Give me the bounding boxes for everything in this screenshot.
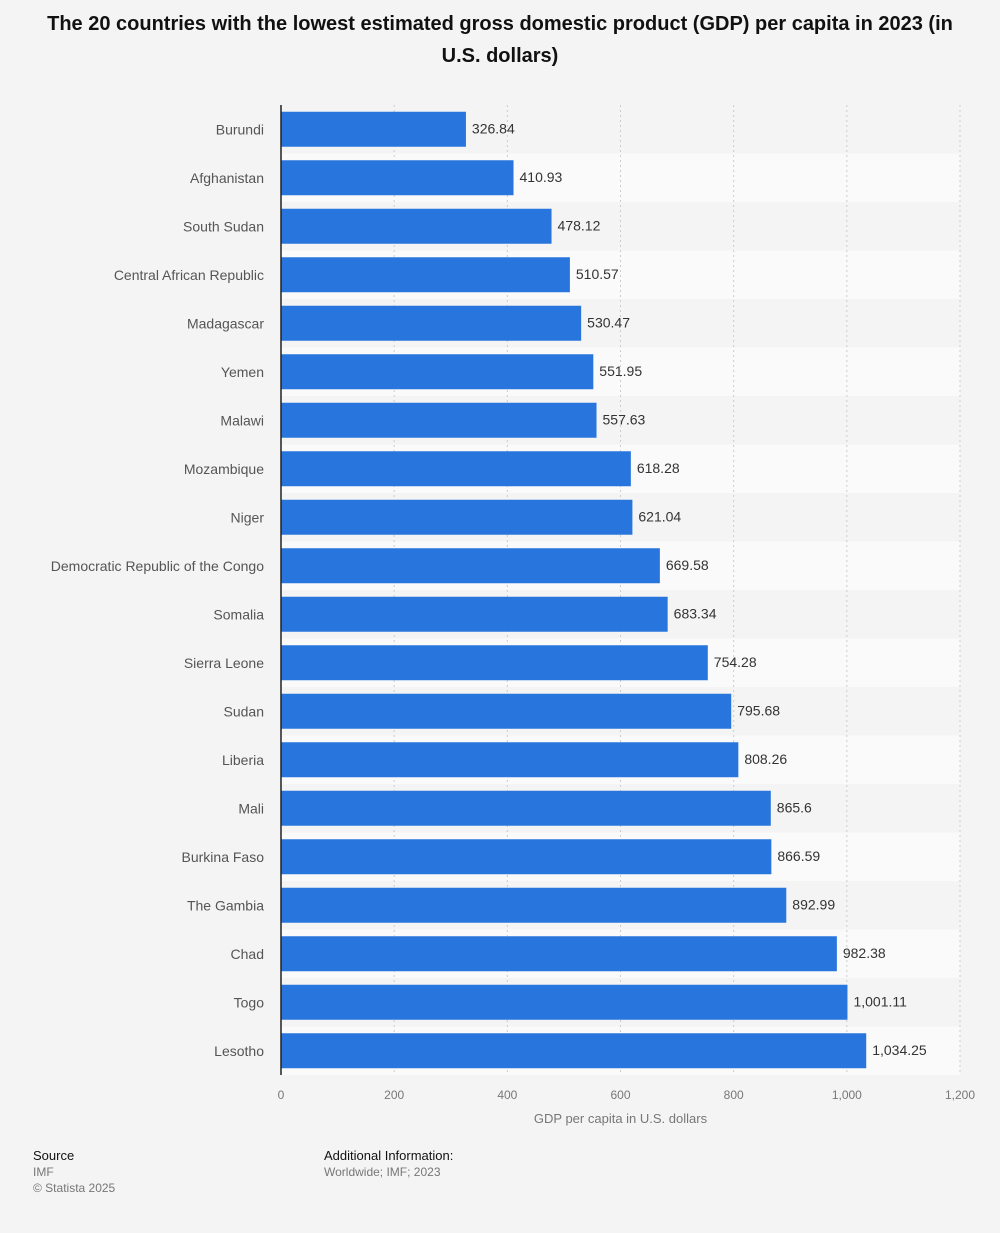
- category-label: Togo: [234, 994, 265, 1010]
- additional-info-text: Worldwide; IMF; 2023: [324, 1165, 441, 1179]
- value-label: 530.47: [587, 314, 630, 330]
- category-label: Chad: [231, 946, 264, 962]
- value-label: 669.58: [666, 557, 709, 573]
- value-label: 557.63: [603, 411, 646, 427]
- category-label: Sierra Leone: [184, 655, 264, 671]
- value-label: 795.68: [737, 702, 780, 718]
- bar: [281, 887, 787, 923]
- chart-title: The 20 countries with the lowest estimat…: [47, 13, 953, 67]
- bar: [281, 451, 631, 487]
- category-label: Liberia: [222, 752, 264, 768]
- x-tick-label: 600: [610, 1088, 630, 1102]
- category-label: Afghanistan: [190, 170, 264, 186]
- bar: [281, 160, 514, 196]
- category-label: Burundi: [216, 121, 264, 137]
- category-label: Madagascar: [187, 315, 264, 331]
- x-tick-label: 200: [384, 1088, 404, 1102]
- value-label: 618.28: [637, 460, 680, 476]
- bar: [281, 111, 466, 147]
- category-label: Somalia: [213, 606, 264, 622]
- bar: [281, 596, 668, 632]
- value-label: 326.84: [472, 120, 515, 136]
- category-label: The Gambia: [187, 897, 264, 913]
- bar: [281, 984, 848, 1020]
- category-label: Democratic Republic of the Congo: [51, 558, 264, 574]
- category-label: Burkina Faso: [182, 849, 265, 865]
- category-label: Malawi: [220, 412, 264, 428]
- source-text[interactable]: IMF: [33, 1165, 54, 1179]
- additional-info-block: Additional Information: Worldwide; IMF; …: [324, 1148, 453, 1180]
- bar: [281, 936, 837, 972]
- bar: [281, 499, 633, 535]
- category-label: Yemen: [221, 364, 264, 380]
- bar: [281, 354, 594, 390]
- x-tick-label: 0: [278, 1088, 285, 1102]
- source-heading: Source: [33, 1148, 75, 1163]
- bar: [281, 1033, 867, 1069]
- value-label: 865.6: [777, 799, 812, 815]
- bar: [281, 742, 739, 778]
- value-label: 683.34: [674, 605, 717, 621]
- bar: [281, 693, 732, 729]
- value-label: 1,034.25: [872, 1042, 927, 1058]
- category-label: South Sudan: [183, 218, 264, 234]
- x-tick-label: 400: [497, 1088, 517, 1102]
- category-label: Mali: [238, 800, 264, 816]
- category-label: Sudan: [224, 703, 264, 719]
- bar: [281, 645, 708, 681]
- additional-info-heading: Additional Information:: [324, 1148, 454, 1163]
- bar: [281, 305, 582, 341]
- bar: [281, 208, 552, 244]
- source-block: Source IMF © Statista 2025: [33, 1148, 115, 1196]
- value-label: 551.95: [599, 363, 642, 379]
- x-tick-label: 1,200: [945, 1088, 975, 1102]
- value-label: 510.57: [576, 266, 619, 282]
- bar: [281, 548, 660, 584]
- value-label: 1,001.11: [853, 993, 907, 1009]
- x-tick-label: 800: [724, 1088, 744, 1102]
- x-axis-title: GDP per capita in U.S. dollars: [534, 1111, 708, 1126]
- bar: [281, 790, 771, 826]
- value-label: 410.93: [520, 169, 563, 185]
- value-label: 808.26: [744, 751, 787, 767]
- bar: [281, 839, 772, 875]
- category-label: Niger: [231, 509, 265, 525]
- bar: [281, 257, 570, 293]
- category-label: Mozambique: [184, 461, 264, 477]
- value-label: 621.04: [638, 508, 681, 524]
- bar: [281, 402, 597, 438]
- copyright-text[interactable]: © Statista 2025: [33, 1181, 116, 1195]
- x-tick-label: 1,000: [832, 1088, 862, 1102]
- value-label: 478.12: [558, 217, 601, 233]
- value-label: 892.99: [792, 896, 835, 912]
- category-label: Central African Republic: [114, 267, 264, 283]
- category-label: Lesotho: [214, 1043, 264, 1059]
- value-label: 866.59: [777, 848, 820, 864]
- value-label: 754.28: [714, 654, 757, 670]
- value-label: 982.38: [843, 945, 886, 961]
